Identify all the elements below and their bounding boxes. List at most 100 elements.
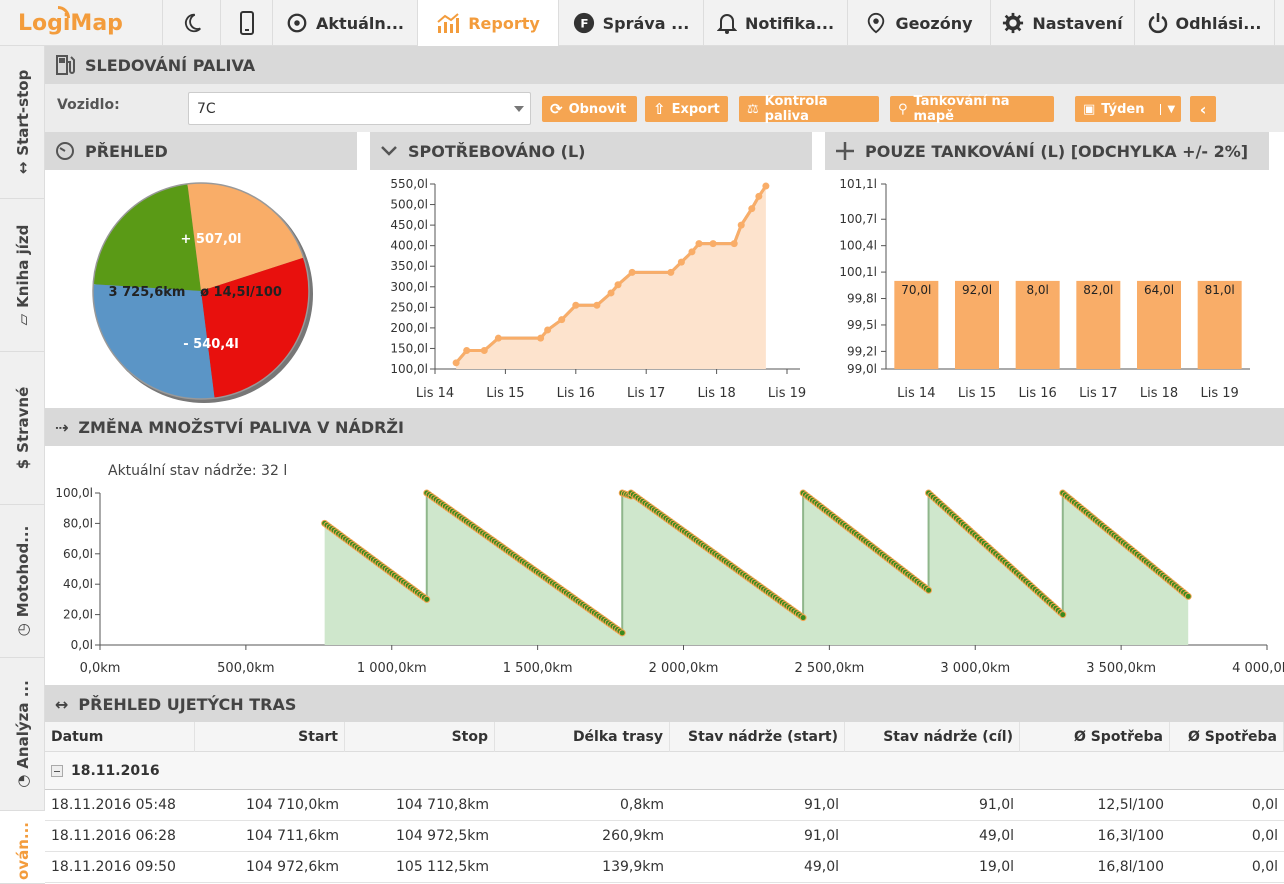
table-cell: 104 972,5km (396, 828, 489, 844)
refuel-bar (894, 280, 939, 369)
consumed-point (494, 334, 502, 342)
table-cell: 91,0l (803, 828, 839, 844)
table-row[interactable]: 18.11.2016 06:28 104 711,6km 104 972,5km 26… (45, 821, 1284, 852)
y-tick-label: 100,7l (839, 212, 877, 226)
consumed-point (463, 347, 471, 354)
sidebar-item-label: Analýza ... (13, 680, 32, 769)
y-tick-label: 99,0l (847, 362, 877, 376)
table-cell: 0,0l (1251, 859, 1278, 875)
nav-odhlasit[interactable]: Odhlási... (1135, 0, 1275, 46)
tank-area (324, 493, 1189, 645)
tank-point (1184, 592, 1192, 600)
refuels-title: POUZE TANKOVÁNÍ (L) [ODCHYLKA +/- 2%] (865, 141, 1249, 161)
table-row[interactable]: 18.11.2016 09:50 104 972,6km 105 112,5km 13… (45, 852, 1284, 883)
gauge-icon: ◔ (13, 774, 32, 788)
bar-label: 92,0l (962, 283, 992, 297)
column-header[interactable]: Ø Spotřeba (1020, 721, 1170, 752)
column-header[interactable]: Ø Spotřeba (1170, 721, 1284, 752)
bar-label: 82,0l (1083, 283, 1113, 297)
consumed-point (593, 301, 601, 309)
y-tick-label: 40,0l (63, 577, 93, 591)
column-header[interactable]: Délka trasy (495, 721, 670, 752)
nav-nastaveni[interactable]: Nastavení (991, 0, 1135, 46)
power-icon (1148, 13, 1167, 34)
tank-point (925, 586, 933, 594)
x-tick-label: Lis 16 (1019, 386, 1057, 401)
x-tick-label: Lis 18 (697, 386, 735, 401)
night-mode-button[interactable] (163, 0, 221, 46)
nav-label: Odhlási... (1175, 13, 1262, 33)
tank-change-panel-header: ⇢ ZMĚNA MNOŽSTVÍ PALIVA V NÁDRŽI (45, 408, 1284, 446)
collapse-button[interactable]: ‹ (1190, 96, 1216, 122)
y-tick-label: 400,0l (390, 239, 428, 253)
column-header[interactable]: Stav nádrže (cíl) (845, 721, 1020, 752)
consumed-point (677, 258, 685, 266)
collapse-icon[interactable] (51, 764, 63, 777)
bar-label: 81,0l (1205, 283, 1235, 297)
x-tick-label: 0,0km (80, 661, 121, 676)
refresh-button[interactable]: ⟳ Obnovit (542, 96, 637, 122)
sidebar-item-analyza[interactable]: ◔ Analýza ... (0, 658, 45, 811)
tank-status-text: Aktuální stav nádrže: 32 l (108, 463, 287, 479)
refresh-icon: ⟳ (550, 100, 563, 118)
nav-label: Reporty (468, 13, 540, 33)
table-cell: 105 112,5km (396, 859, 489, 875)
y-tick-label: 100,1l (839, 265, 877, 279)
table-group-row[interactable]: 18.11.2016 (45, 752, 1284, 790)
table-cell: 16,3l/100 (1097, 828, 1165, 844)
sidebar-item-sledovani-paliva[interactable]: ován... (0, 811, 45, 884)
export-button[interactable]: ⇧ Export (645, 96, 728, 122)
consumed-point (607, 289, 615, 297)
refuel-bar (1015, 280, 1060, 369)
vehicle-select[interactable]: 7C (188, 92, 531, 125)
nav-notifikace[interactable]: Notifika... (704, 0, 848, 46)
logo-part2: Map (70, 10, 123, 36)
pie-slice (187, 183, 304, 291)
column-header[interactable]: Start (195, 721, 345, 752)
table-row[interactable]: 18.11.2016 05:48 104 710,0km 104 710,8km 0,… (45, 790, 1284, 821)
x-tick-label: 1 000,0km (357, 661, 427, 676)
consumed-point (614, 281, 622, 289)
overview-panel-header: PŘEHLED (45, 132, 357, 170)
sidebar-item-stravne[interactable]: $ Stravné (0, 352, 45, 505)
pie-slice (93, 183, 201, 291)
mobile-view-button[interactable] (221, 0, 273, 46)
tank-point (799, 614, 807, 622)
table-cell: 49,0l (803, 859, 839, 875)
nav-label: Notifika... (744, 13, 835, 33)
logo[interactable]: Logi Map (0, 0, 163, 46)
sidebar-item-kniha-jizd[interactable]: ▱ Kniha jízd (0, 199, 45, 352)
sidebar-item-start-stop[interactable]: ↔ Start-stop (0, 46, 45, 199)
nav-sprava[interactable]: F Správa ... (559, 0, 704, 46)
fleet-icon: F (573, 12, 594, 34)
fuel-check-button[interactable]: ⚖ Kontrola paliva (739, 94, 879, 124)
pie-slice (93, 284, 215, 399)
consumed-point (480, 347, 488, 354)
table-cell: 12,5l/100 (1097, 797, 1165, 813)
fuel-pump-icon (56, 55, 75, 75)
column-header[interactable]: Datum (45, 721, 195, 752)
column-header[interactable]: Stav nádrže (start) (670, 721, 845, 752)
x-tick-label: Lis 15 (958, 386, 996, 401)
table-cell: 0,0l (1251, 797, 1278, 813)
consumed-point (558, 316, 566, 324)
y-tick-label: 100,4l (839, 239, 877, 253)
table-cell: 91,0l (803, 797, 839, 813)
pie-label: + 507,0l (181, 232, 242, 247)
table-cell: 18.11.2016 06:28 (51, 828, 176, 844)
period-select[interactable]: ▣ Týden ▼ (1075, 96, 1181, 122)
table-cell: 260,9km (602, 828, 664, 844)
sidebar-item-label: Motohod... (13, 525, 32, 618)
nav-geozony[interactable]: Geozóny (848, 0, 991, 46)
nav-reporty[interactable]: Reporty (418, 0, 559, 46)
column-header[interactable]: Stop (345, 721, 495, 752)
gauge-icon (56, 142, 74, 160)
balance-icon: ⚖ (747, 101, 759, 117)
tank-level-chart: Aktuální stav nádrže: 32 l 0,0l 20,0l 40,0l… (55, 463, 1284, 676)
refuel-bar (1197, 280, 1242, 369)
table-cell: 104 710,0km (246, 797, 339, 813)
refuel-map-button[interactable]: ⚲ Tankování na mapě (890, 94, 1054, 124)
sidebar-item-motohodiny[interactable]: ◷ Motohod... (0, 505, 45, 658)
nav-aktualni[interactable]: Aktuáln... (273, 0, 418, 46)
consumed-area-chart: 100,0l 150,0l 200,0l 250,0l 300,0l 350,0l 400,… (390, 177, 806, 401)
